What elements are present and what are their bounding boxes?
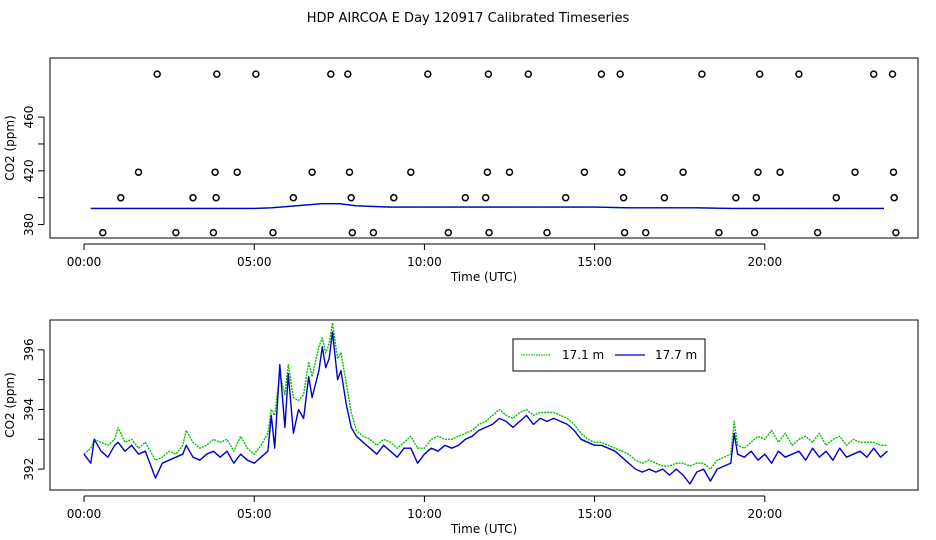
reference-point <box>619 193 628 202</box>
reference-point <box>444 228 453 237</box>
reference-point <box>698 70 706 78</box>
reference-point <box>289 193 298 202</box>
top-y-tick-label: 460 <box>22 106 36 129</box>
reference-point <box>660 193 669 202</box>
top-x-tick-label: 15:00 <box>577 255 612 269</box>
reference-point <box>327 70 335 78</box>
reference-point <box>99 228 107 237</box>
top-series-line-blue <box>90 202 884 210</box>
reference-point <box>580 168 589 176</box>
bottom-y-tick-label: 392 <box>22 458 36 481</box>
reference-point <box>481 193 490 202</box>
bottom-x-tick-label: 05:00 <box>237 507 272 521</box>
reference-point <box>732 193 740 202</box>
top-x-tick-label: 05:00 <box>237 255 272 269</box>
reference-point <box>348 228 357 237</box>
reference-point <box>543 228 551 237</box>
bottom-y-tick-label: 396 <box>22 338 36 361</box>
reference-point <box>641 228 650 237</box>
reference-point <box>390 193 398 202</box>
reference-point <box>484 70 493 78</box>
reference-point <box>524 70 533 78</box>
reference-point <box>345 168 354 176</box>
reference-point <box>889 168 898 176</box>
bottom-x-tick-label: 00:00 <box>67 507 102 521</box>
legend: 17.1 m 17.7 m <box>512 338 706 372</box>
reference-point <box>269 228 277 237</box>
reference-point <box>679 168 687 176</box>
top-x-tick-label: 10:00 <box>407 255 442 269</box>
legend-label-blue: 17.7 m <box>655 348 697 362</box>
top-y-tick-label: 380 <box>22 213 36 236</box>
bottom-x-axis: 00:00 05:00 10:00 15:00 20:00 <box>67 495 783 521</box>
reference-point <box>776 168 784 176</box>
bottom-plot-frame <box>49 319 919 491</box>
reference-point <box>715 228 723 237</box>
reference-point <box>795 70 803 78</box>
bottom-y-axis-label: CO2 (ppm) <box>3 372 17 438</box>
reference-point <box>755 70 764 78</box>
bottom-panel: 00:00 05:00 10:00 15:00 20:00 392 394 396 Time… <box>3 319 919 536</box>
reference-point <box>172 228 180 237</box>
reference-point <box>561 193 570 202</box>
reference-point <box>209 228 218 237</box>
top-reference-points <box>99 70 900 237</box>
reference-point <box>618 168 626 176</box>
reference-point <box>620 228 629 237</box>
reference-point <box>888 70 897 78</box>
bottom-x-tick-label: 10:00 <box>407 507 442 521</box>
reference-point <box>344 70 352 78</box>
top-x-axis-label: Time (UTC) <box>450 270 517 284</box>
reference-point <box>212 193 220 202</box>
reference-point <box>117 193 125 202</box>
top-panel: 00:00 05:00 10:00 15:00 20:00 380 420 460 Time… <box>3 57 919 284</box>
bottom-y-axis: 392 394 396 <box>22 338 45 481</box>
bottom-x-axis-label: Time (UTC) <box>450 522 517 536</box>
top-x-tick-label: 00:00 <box>67 255 102 269</box>
reference-point <box>597 70 606 78</box>
reference-point <box>369 228 378 237</box>
reference-point <box>851 168 859 176</box>
bottom-series-line-green <box>83 322 888 470</box>
top-x-tick-label: 20:00 <box>748 255 783 269</box>
top-plot-frame <box>49 57 919 239</box>
top-y-tick-label: 420 <box>22 159 36 182</box>
top-series-layer <box>90 202 884 210</box>
top-y-axis-label: CO2 (ppm) <box>3 115 17 181</box>
reference-point <box>347 193 355 202</box>
bottom-series-line-blue <box>83 331 888 485</box>
reference-point <box>616 70 624 78</box>
reference-point <box>813 228 822 237</box>
reference-point <box>211 168 219 176</box>
reference-point <box>252 70 260 78</box>
bottom-x-tick-label: 15:00 <box>577 507 612 521</box>
reference-point <box>461 193 470 202</box>
reference-point <box>869 70 878 78</box>
reference-point <box>505 168 514 176</box>
legend-label-green: 17.1 m <box>562 348 604 362</box>
reference-point <box>213 70 221 78</box>
reference-point <box>832 193 841 202</box>
bottom-series-layer <box>83 322 888 485</box>
reference-point <box>752 193 761 202</box>
reference-point <box>189 193 197 202</box>
reference-point <box>134 168 143 176</box>
reference-point <box>754 168 762 176</box>
reference-point <box>407 168 415 176</box>
bottom-y-tick-label: 394 <box>22 398 36 421</box>
bottom-x-tick-label: 20:00 <box>748 507 783 521</box>
top-y-axis: 380 420 460 <box>22 106 45 236</box>
reference-point <box>485 228 493 237</box>
reference-point <box>153 70 161 78</box>
top-x-axis: 00:00 05:00 10:00 15:00 20:00 <box>67 243 783 269</box>
reference-point <box>483 168 492 176</box>
reference-point <box>308 168 316 176</box>
reference-point <box>233 168 241 176</box>
reference-point <box>890 193 898 202</box>
reference-point <box>892 228 900 237</box>
chart-title: HDP AIRCOA E Day 120917 Calibrated Times… <box>307 11 630 26</box>
reference-point <box>750 228 759 237</box>
reference-point <box>424 70 432 78</box>
